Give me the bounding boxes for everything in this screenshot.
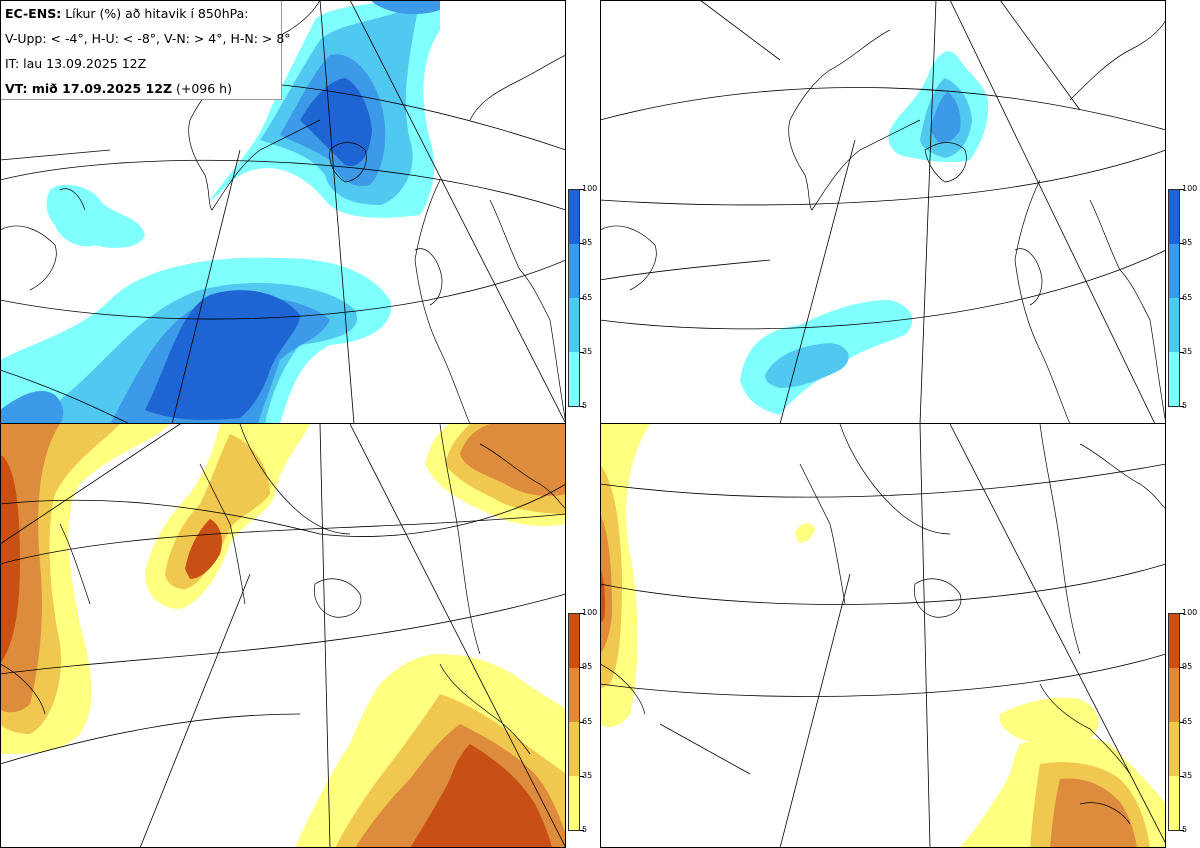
colorbar-tick-mark xyxy=(580,830,584,831)
colorbar-tick-label: 65 xyxy=(1182,716,1193,726)
colorbar-tick-mark xyxy=(1180,243,1184,245)
colorbar-tick-mark xyxy=(580,351,584,353)
colorbar-tick-label: 5 xyxy=(582,825,588,834)
colorbar-tick-label: 5 xyxy=(582,401,588,410)
map-panel-v-n xyxy=(0,424,566,848)
lead-time: (+096 h) xyxy=(176,81,232,96)
colorbar-tick-mark xyxy=(1180,721,1184,723)
colorbar-tick-label: 100 xyxy=(1182,184,1198,193)
colorbar-segment xyxy=(569,352,579,406)
valid-time: VT: mið 17.09.2025 12Z xyxy=(5,81,173,96)
colorbar-segment xyxy=(569,190,579,244)
colorbar-tick-mark xyxy=(1180,297,1184,299)
colorbar-tick-mark xyxy=(580,406,584,407)
colorbar-tick-label: 35 xyxy=(582,770,593,780)
colorbar-warm-right xyxy=(1168,613,1180,831)
map-panel-h-u xyxy=(600,0,1166,424)
colorbar-segment xyxy=(1169,190,1179,244)
colorbar-tick-mark xyxy=(580,667,584,669)
colorbar-warm-left xyxy=(568,613,580,831)
colorbar-tick-mark xyxy=(1180,351,1184,353)
colorbar-tick-mark xyxy=(580,189,584,190)
init-time: IT: lau 13.09.2025 12Z xyxy=(5,56,147,71)
probability-field-warm xyxy=(0,424,566,848)
colorbar-tick-label: 65 xyxy=(1182,292,1193,302)
colorbar-tick-label: 95 xyxy=(582,238,593,248)
colorbar-tick-mark xyxy=(1180,775,1184,777)
map-h-u xyxy=(600,0,1166,424)
model-label: EC-ENS: xyxy=(5,6,62,21)
coastlines xyxy=(0,424,566,755)
colorbar-segment xyxy=(1169,298,1179,352)
coastlines xyxy=(600,19,1166,424)
threshold-definitions: V-Upp: < -4°, H-U: < -8°, V-N: > 4°, H-N… xyxy=(5,31,291,46)
colorbar-tick-label: 95 xyxy=(1182,238,1193,248)
colorbar-cold-left xyxy=(568,189,580,407)
colorbar-segment xyxy=(569,776,579,830)
colorbar-tick-mark xyxy=(1180,406,1184,407)
probability-field-warm xyxy=(600,424,1166,848)
colorbar-segment xyxy=(1169,614,1179,668)
colorbar-segment xyxy=(569,668,579,722)
colorbar-tick-mark xyxy=(580,775,584,777)
colorbar-tick-label: 5 xyxy=(1182,401,1188,410)
colorbar-tick-mark xyxy=(580,243,584,245)
map-h-n xyxy=(600,424,1166,848)
colorbar-segment xyxy=(1169,776,1179,830)
colorbar-segment xyxy=(1169,244,1179,298)
graticule xyxy=(600,0,1166,424)
colorbar-segment xyxy=(569,614,579,668)
colorbar-segment xyxy=(1169,352,1179,406)
colorbar-tick-mark xyxy=(1180,613,1184,614)
colorbar-tick-label: 35 xyxy=(1182,346,1193,356)
colorbar-tick-label: 95 xyxy=(1182,662,1193,672)
colorbar-tick-mark xyxy=(580,613,584,614)
colorbar-tick-mark xyxy=(1180,667,1184,669)
coastlines xyxy=(600,424,1166,825)
colorbar-tick-mark xyxy=(1180,189,1184,190)
colorbar-tick-label: 100 xyxy=(1182,608,1198,617)
map-panel-v-upp: EC-ENS: Líkur (%) að hitavik í 850hPa: V… xyxy=(0,0,566,424)
colorbar-tick-mark xyxy=(580,721,584,723)
colorbar-cold-right xyxy=(1168,189,1180,407)
info-box: EC-ENS: Líkur (%) að hitavik í 850hPa: V… xyxy=(0,0,291,100)
colorbar-tick-label: 95 xyxy=(582,662,593,672)
colorbar-segment xyxy=(1169,668,1179,722)
colorbar-tick-label: 35 xyxy=(582,346,593,356)
map-v-upp xyxy=(0,0,566,424)
colorbar-tick-label: 100 xyxy=(582,608,598,617)
map-panel-h-n xyxy=(600,424,1166,848)
colorbar-tick-label: 65 xyxy=(582,292,593,302)
product-title: Líkur (%) að hitavik í 850hPa: xyxy=(65,6,249,21)
colorbar-tick-label: 35 xyxy=(1182,770,1193,780)
colorbar-segment xyxy=(1169,722,1179,776)
colorbar-segment xyxy=(569,298,579,352)
colorbar-tick-label: 65 xyxy=(582,716,593,726)
colorbar-segment xyxy=(569,244,579,298)
colorbar-tick-mark xyxy=(1180,830,1184,831)
colorbar-segment xyxy=(569,722,579,776)
probability-field-cold xyxy=(0,0,440,424)
graticule xyxy=(0,424,566,848)
map-v-n xyxy=(0,424,566,848)
probability-field-cold xyxy=(740,51,989,415)
colorbar-tick-label: 100 xyxy=(582,184,598,193)
colorbar-tick-mark xyxy=(580,297,584,299)
colorbar-tick-label: 5 xyxy=(1182,825,1188,834)
